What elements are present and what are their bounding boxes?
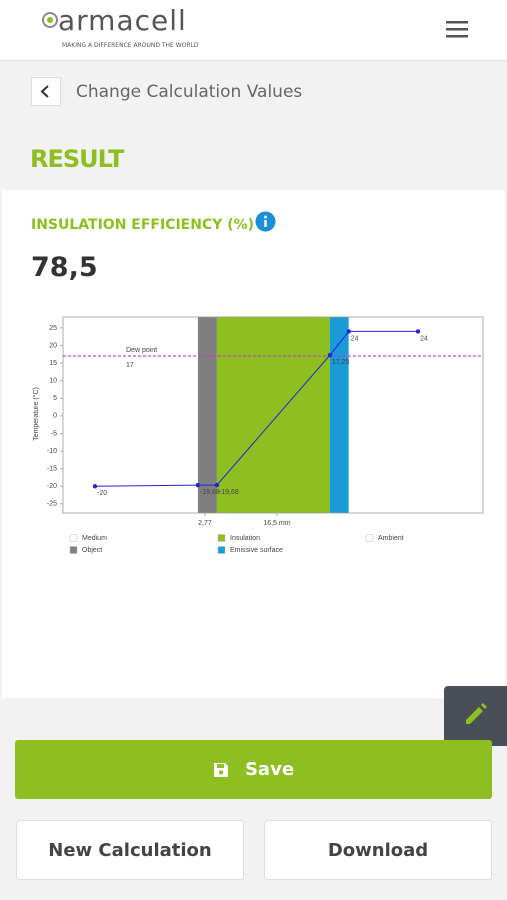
edit-icon (466, 703, 487, 724)
download-button[interactable]: Download (264, 820, 492, 880)
logo-icon (42, 12, 58, 28)
y-tick-label: 0 (53, 413, 57, 420)
region-band (329, 317, 349, 513)
data-point (327, 352, 333, 358)
y-tick-label: 25 (49, 325, 57, 332)
section-title: RESULT (30, 145, 124, 173)
y-tick-label: -15 (47, 466, 57, 473)
back-label[interactable]: Change Calculation Values (76, 82, 303, 102)
data-label: 24 (420, 335, 428, 342)
data-label: 17,25 (332, 359, 350, 366)
edit-button[interactable] (444, 686, 507, 746)
x-tick-label: 2,77 (198, 520, 212, 527)
legend-swatch (365, 534, 374, 542)
legend-label: Insulation (230, 535, 260, 542)
legend-label: Emissive surface (230, 547, 283, 554)
back-button[interactable] (31, 77, 61, 106)
y-tick-label: 15 (49, 360, 57, 367)
y-tick-label: 5 (53, 395, 57, 402)
region-band (197, 317, 217, 513)
logo[interactable]: armacell (58, 4, 187, 37)
menu-button[interactable] (446, 19, 470, 39)
info-icon[interactable] (255, 211, 276, 232)
data-point (415, 329, 421, 334)
temperature-line (94, 330, 418, 487)
legend-label: Medium (82, 535, 107, 542)
y-tick-label: -25 (47, 501, 57, 508)
legend-label: Ambient (378, 535, 404, 542)
plot-frame (62, 316, 484, 514)
save-icon (213, 762, 228, 777)
new-calculation-button[interactable]: New Calculation (16, 820, 244, 880)
save-label: Save (244, 759, 295, 780)
dew-point-value: 17 (126, 362, 134, 369)
data-point (92, 484, 98, 489)
x-tick-label: 16,5 mm (263, 520, 290, 527)
back-icon (40, 85, 49, 98)
region-band (216, 317, 330, 513)
data-label: -19,68 (200, 489, 220, 496)
result-label: INSULATION EFFICIENCY (%) (31, 217, 255, 233)
y-tick-label: -5 (51, 430, 57, 437)
region-band (348, 317, 483, 513)
legend-label: Object (82, 547, 102, 554)
y-tick-label: 10 (49, 378, 57, 385)
legend-swatch (69, 546, 78, 554)
chart: Temperature (°C) Medium Object Insulation E… (32, 316, 484, 554)
y-tick-label: 20 (49, 342, 57, 349)
legend-swatch (217, 546, 226, 554)
tagline: MAKING A DIFFERENCE AROUND THE WORLD (62, 42, 199, 49)
data-point (195, 482, 201, 488)
save-button[interactable]: Save (15, 740, 492, 799)
y-tick-label: -10 (47, 448, 57, 455)
y-axis-title: Temperature (°C) (32, 387, 40, 441)
region-band (63, 317, 198, 513)
y-tick-label: -20 (47, 483, 57, 490)
dew-point-label: Dew point (126, 347, 157, 354)
data-point (214, 482, 220, 488)
data-point (346, 329, 351, 334)
app-header: armacell MAKING A DIFFERENCE AROUND THE … (0, 0, 507, 61)
data-label: -19,68 (219, 489, 239, 496)
legend-swatch (217, 534, 226, 542)
legend-swatch (69, 534, 78, 542)
data-label: -20 (97, 490, 107, 497)
result-value: 78,5 (31, 252, 98, 283)
data-label: 24 (351, 335, 359, 342)
